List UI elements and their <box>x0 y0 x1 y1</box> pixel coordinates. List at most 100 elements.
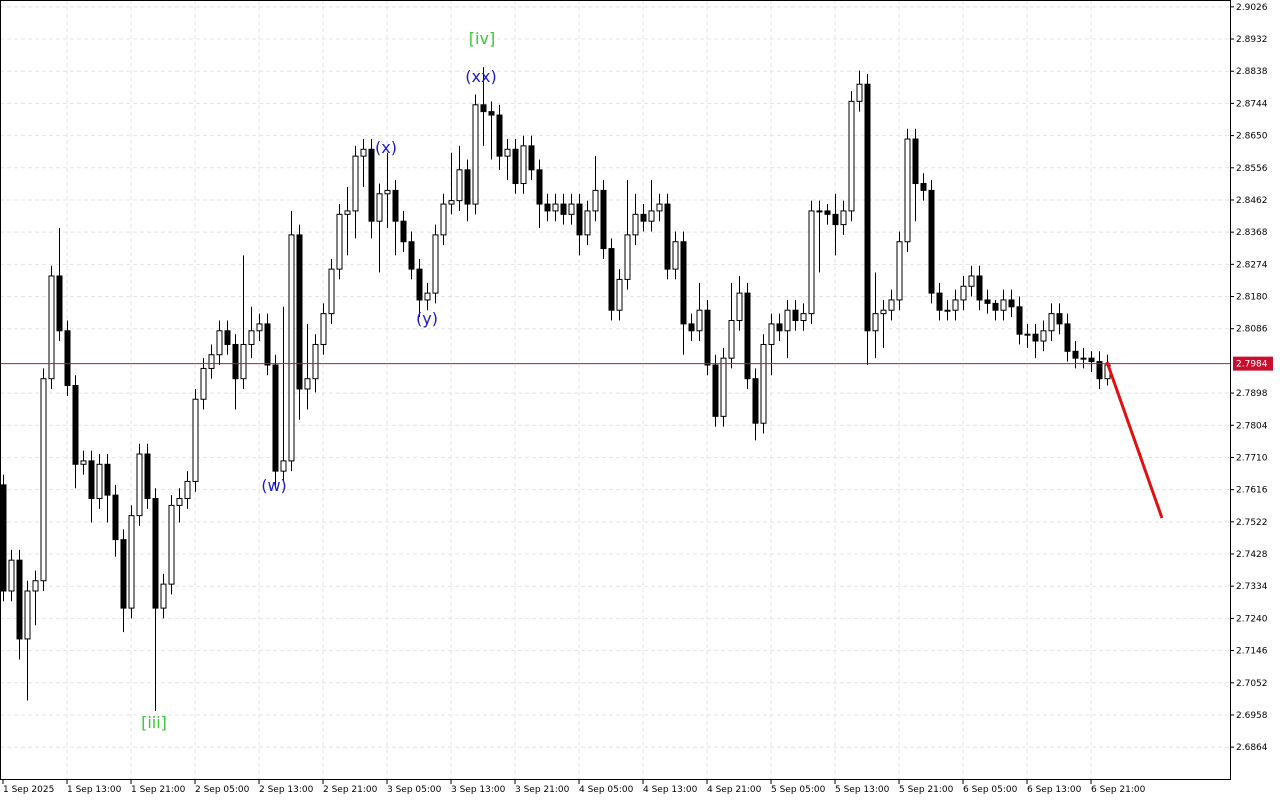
candle-body <box>976 275 983 301</box>
wave-label: (x) <box>375 138 397 157</box>
candle-body <box>112 494 119 541</box>
current-price-label: 2.7984 <box>1236 360 1268 370</box>
x-tick-label: 5 Sep 05:00 <box>771 785 826 795</box>
candle-body <box>448 200 455 205</box>
candle-body <box>280 460 287 472</box>
candle-body <box>960 285 967 301</box>
candle-body <box>904 138 911 243</box>
x-tick-label: 1 Sep 2025 <box>3 785 54 795</box>
candle-body <box>600 189 607 250</box>
y-tick-label: 2.7616 <box>1236 486 1268 496</box>
candle-body <box>952 299 959 311</box>
candle-body <box>80 460 87 465</box>
candle-body <box>264 323 271 366</box>
candle-body <box>992 302 999 311</box>
y-tick-label: 2.7428 <box>1236 550 1268 560</box>
wave-label: (xx) <box>465 67 496 86</box>
candle-body <box>832 213 839 226</box>
candle-body <box>656 203 663 212</box>
candle-body <box>896 241 903 301</box>
forecast-line <box>1105 361 1164 519</box>
candle-body <box>224 330 231 345</box>
candle-body <box>272 364 279 472</box>
candle-body <box>424 292 431 301</box>
candle-body <box>792 309 799 321</box>
y-tick-label: 2.7898 <box>1236 389 1268 399</box>
plot-border <box>0 0 1231 780</box>
candle-body <box>584 210 591 236</box>
candle-body <box>592 189 599 212</box>
candle-body <box>824 210 831 215</box>
candle-body <box>504 148 511 157</box>
candle-body <box>400 220 407 243</box>
x-tick-label: 5 Sep 21:00 <box>899 785 954 795</box>
candle-body <box>232 343 239 380</box>
y-tick-label: 2.7804 <box>1236 421 1268 431</box>
candle-body <box>160 583 167 609</box>
candle-body <box>632 213 639 236</box>
candle-body <box>728 319 735 359</box>
wave-label: (w) <box>261 476 287 495</box>
candle-body <box>440 203 447 236</box>
y-tick-label: 2.9026 <box>1236 3 1268 13</box>
candle-body <box>944 309 951 312</box>
y-tick-label: 2.8744 <box>1236 99 1268 109</box>
candle-body <box>576 203 583 236</box>
x-tick-label: 4 Sep 21:00 <box>707 785 762 795</box>
candle-body <box>216 330 223 356</box>
candle-body <box>528 145 535 171</box>
candle-body <box>648 210 655 222</box>
candle-body <box>208 354 215 369</box>
candle-body <box>40 378 47 582</box>
candle-body <box>296 234 303 390</box>
candle-body <box>744 292 751 380</box>
candle-body <box>608 248 615 311</box>
y-tick-label: 2.8368 <box>1236 228 1268 238</box>
candle-body <box>0 484 7 592</box>
x-tick-label: 2 Sep 21:00 <box>323 785 378 795</box>
candle-body <box>304 378 311 390</box>
candle-body <box>720 357 727 417</box>
y-tick-label: 2.6958 <box>1236 711 1268 721</box>
candle-body <box>672 241 679 270</box>
current-price-tag <box>1233 356 1273 371</box>
candle-body <box>536 169 543 205</box>
candle-body <box>816 210 823 213</box>
y-tick-label: 2.7146 <box>1236 647 1268 657</box>
candle-body <box>920 183 927 191</box>
candle-body <box>776 323 783 332</box>
candle-body <box>1048 313 1055 332</box>
axes: 2.9026 2.8932 2.8838 2.8744 2.8650 2.8556 2.84… <box>2 3 1273 795</box>
wave-label: [iii] <box>141 713 167 732</box>
candle-body <box>128 515 135 609</box>
candle-body <box>736 292 743 321</box>
candle-body <box>712 364 719 417</box>
candle-body <box>152 498 159 609</box>
candle-body <box>664 203 671 270</box>
x-tick-label: 3 Sep 13:00 <box>451 785 506 795</box>
candle-body <box>1024 333 1031 336</box>
candle-body <box>240 343 247 380</box>
candle-body <box>880 309 887 315</box>
candle-body <box>16 559 23 640</box>
candle-body <box>768 323 775 345</box>
candle-body <box>56 275 63 332</box>
candle-body <box>288 234 295 462</box>
x-tick-label: 1 Sep 21:00 <box>131 785 186 795</box>
candle-body <box>64 330 71 387</box>
x-tick-label: 6 Sep 05:00 <box>963 785 1018 795</box>
candle-body <box>496 114 503 157</box>
candle-body <box>344 210 351 215</box>
candle-body <box>24 590 31 640</box>
candle-body <box>376 193 383 222</box>
x-tick-label: 4 Sep 13:00 <box>643 785 698 795</box>
y-tick-label: 2.8274 <box>1236 260 1268 270</box>
wave-label: (y) <box>416 309 438 328</box>
candle-body <box>784 309 791 332</box>
x-tick-label: 1 Sep 13:00 <box>67 785 122 795</box>
candle-body <box>560 203 567 215</box>
candle-body <box>968 275 975 287</box>
